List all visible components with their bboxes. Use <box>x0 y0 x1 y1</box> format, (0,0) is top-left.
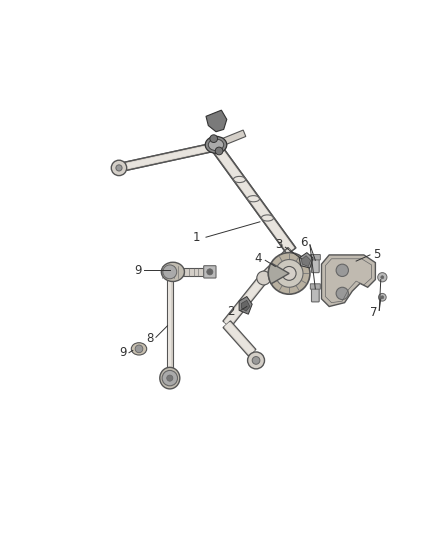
Polygon shape <box>168 278 171 372</box>
FancyBboxPatch shape <box>311 287 319 302</box>
Circle shape <box>378 273 387 282</box>
Circle shape <box>111 160 127 175</box>
Text: 3: 3 <box>276 238 283 252</box>
Polygon shape <box>124 143 215 171</box>
Ellipse shape <box>160 367 180 389</box>
Polygon shape <box>224 276 266 326</box>
Polygon shape <box>167 278 173 372</box>
Text: 9: 9 <box>134 264 142 277</box>
Polygon shape <box>181 268 206 276</box>
Circle shape <box>378 294 386 301</box>
Circle shape <box>210 135 218 142</box>
FancyBboxPatch shape <box>311 284 320 289</box>
FancyBboxPatch shape <box>311 255 320 260</box>
Wedge shape <box>268 263 289 284</box>
Ellipse shape <box>208 139 224 151</box>
Circle shape <box>268 253 310 294</box>
Polygon shape <box>241 301 250 311</box>
Circle shape <box>282 266 296 280</box>
Polygon shape <box>223 321 256 356</box>
Polygon shape <box>299 253 313 268</box>
Circle shape <box>381 296 384 299</box>
Polygon shape <box>124 144 214 169</box>
Circle shape <box>247 352 265 369</box>
Circle shape <box>257 271 271 285</box>
Polygon shape <box>260 247 295 281</box>
Polygon shape <box>224 322 255 355</box>
Circle shape <box>252 357 260 364</box>
Polygon shape <box>215 130 246 148</box>
Polygon shape <box>223 275 268 327</box>
Text: 1: 1 <box>193 231 201 244</box>
Circle shape <box>276 260 303 287</box>
Circle shape <box>135 345 143 353</box>
Text: 7: 7 <box>370 306 378 319</box>
Text: 6: 6 <box>300 236 307 249</box>
FancyBboxPatch shape <box>204 265 216 278</box>
Circle shape <box>162 370 177 386</box>
Circle shape <box>336 287 349 300</box>
Ellipse shape <box>161 262 184 281</box>
Circle shape <box>207 269 213 275</box>
Polygon shape <box>206 110 227 132</box>
Text: 8: 8 <box>146 333 154 345</box>
Polygon shape <box>213 145 295 253</box>
Polygon shape <box>261 248 294 280</box>
Text: 5: 5 <box>373 248 381 261</box>
Text: 2: 2 <box>227 305 234 318</box>
Circle shape <box>116 165 122 171</box>
Polygon shape <box>321 255 375 306</box>
Text: 9: 9 <box>119 346 127 359</box>
Text: 4: 4 <box>255 252 262 265</box>
Polygon shape <box>301 256 311 266</box>
Polygon shape <box>239 296 252 314</box>
Circle shape <box>163 265 177 279</box>
Polygon shape <box>212 144 296 254</box>
FancyBboxPatch shape <box>311 257 319 273</box>
Circle shape <box>336 264 349 277</box>
Circle shape <box>381 276 384 279</box>
Circle shape <box>167 375 173 381</box>
Ellipse shape <box>205 136 227 154</box>
Circle shape <box>215 147 223 155</box>
Ellipse shape <box>131 343 147 355</box>
